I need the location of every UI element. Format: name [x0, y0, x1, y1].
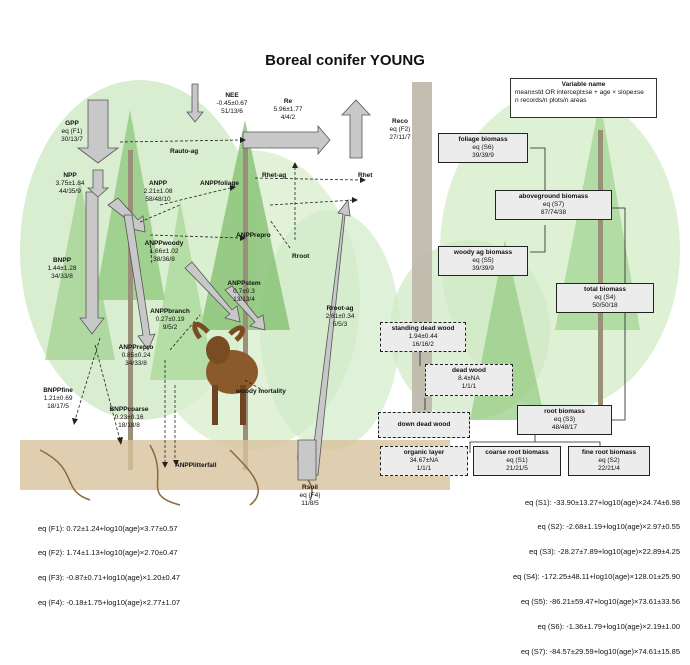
flux-anpp-branch: ANPPbranch 0.27±0.19 9/5/2 [150, 308, 190, 331]
bnpp-arrow [79, 191, 105, 335]
flux-gpp: GPP eq (F1) 30/13/7 [61, 120, 83, 143]
equations-right: eq (S1): -33.90±13.27+log10(age)×24.74±6… [513, 482, 680, 665]
equation-f1: eq (F1): 0.72±1.24+log10(age)×3.77±0.57 [38, 523, 178, 533]
gpp-arrow [76, 99, 120, 164]
pool-woody-ag-biomass: woody ag biomass eq (S5) 39/39/9 [438, 246, 528, 276]
pool-standing-dead-wood: standing dead wood 1.94±0.44 16/16/2 [380, 322, 466, 352]
legend-line-1: mean±std OR intercept±se + age × slope±s… [515, 89, 644, 96]
equation-f2: eq (F2): 1.74±1.13+log10(age)×2.70±0.47 [38, 548, 178, 558]
re-arrow [242, 124, 331, 156]
label-woody-mortality: woody mortality [236, 388, 286, 395]
flux-re: Re 5.96±1.77 4/4/2 [273, 98, 303, 121]
pool-root-biomass: root biomass eq (S3) 48/48/17 [517, 405, 612, 435]
flux-bnpp-fine: BNPPfine 1.21±0.69 18/17/5 [43, 387, 73, 410]
flux-arrows [76, 83, 371, 481]
label-anpp-repro-top: ANPPrepro [236, 232, 271, 239]
flux-bnpp: BNPP 1.44±1.28 34/33/8 [47, 257, 77, 280]
flux-anpp-woody: ANPPwoody 1.66±1.02 38/36/8 [144, 240, 184, 263]
equation-s2: eq (S2): -2.68±1.19+log10(age)×2.97±0.55 [537, 522, 681, 532]
flux-reco: Reco eq (F2) 27/11/7 [389, 118, 411, 141]
pool-aboveground-biomass: aboveground biomass eq (S7) 87/74/38 [495, 190, 612, 220]
label-rauto-ag: Rauto-ag [170, 148, 199, 155]
pool-foliage-biomass: foliage biomass eq (S6) 39/39/9 [438, 133, 528, 163]
legend-title: Variable name [561, 81, 606, 88]
npp-arrow [86, 169, 110, 198]
equations-left: eq (F1): 0.72±1.24+log10(age)×3.77±0.57 … [38, 508, 180, 616]
flux-anpp-repro: ANPPrepro 0.85±0.24 34/33/8 [118, 344, 154, 367]
legend-box: Variable name mean±std OR intercept±se +… [510, 78, 657, 118]
flux-rsoil: Rsoil eq (F4) 11/8/5 [299, 484, 321, 507]
equation-s3: eq (S3): -28.27±7.89+log10(age)×22.89±4.… [529, 547, 680, 557]
rsoil-arrow [309, 198, 351, 476]
equation-s6: eq (S6): -1.36±1.79+log10(age)×2.19±1.00 [537, 622, 681, 632]
flux-bnpp-coarse: BNPPcoarse 0.23±0.16 18/18/8 [109, 406, 149, 429]
pool-coarse-root-biomass: coarse root biomass eq (S1) 21/21/5 [473, 446, 561, 476]
legend-line-2: n records/n plots/n areas [515, 97, 587, 104]
pool-total-biomass: total biomass eq (S4) 50/50/18 [556, 283, 654, 313]
bnpp-right-arrow [123, 214, 156, 351]
nee-in-arrow [186, 83, 204, 123]
anpp-woody-arrow [184, 261, 241, 323]
illustration-canvas [20, 80, 680, 506]
rsoil-box [297, 439, 317, 481]
flux-anpp-stem: ANPPstem 0.7±0.3 13/13/4 [227, 280, 261, 303]
moose-illustration [192, 321, 258, 425]
pool-dead-wood: dead wood 8.4±NA 1/1/1 [425, 364, 513, 396]
reco-arrow [341, 99, 371, 159]
pool-down-dead-wood: down dead wood [378, 412, 470, 438]
arrow-heads [72, 137, 366, 468]
flux-nee: NEE -0.45±0.67 51/13/6 [216, 92, 248, 115]
pool-fine-root-biomass: fine root biomass eq (S2) 22/21/4 [568, 446, 650, 476]
equation-f3: eq (F3): -0.87±0.71+log10(age)×1.20±0.47 [38, 573, 181, 583]
label-rhet-ag: Rhet-ag [262, 172, 287, 179]
equation-s7: eq (S7): -84.57±29.59+log10(age)×74.61±1… [520, 646, 680, 656]
equation-f4: eq (F4): -0.18±1.75+log10(age)×2.77±1.07 [38, 598, 181, 608]
label-rhet: Rhet [358, 172, 373, 179]
flux-anpp: ANPP 2.21±1.08 58/48/10 [143, 180, 173, 203]
anpp-stem-arrow [224, 285, 266, 331]
label-anpp-litter: ANPPlitterfall [175, 462, 217, 469]
label-rroot: Rroot [292, 253, 310, 260]
flux-rroot-ag: Rroot-ag 2.61±0.34 5/5/3 [325, 305, 355, 328]
label-anpp-foliage: ANPPfoliage [200, 180, 240, 187]
page-title: Boreal conifer YOUNG [265, 52, 425, 69]
equation-s1: eq (S1): -33.90±13.27+log10(age)×24.74±6… [524, 497, 680, 507]
equation-s4: eq (S4): -172.25±48.11+log10(age)×128.01… [513, 572, 680, 582]
flux-npp: NPP 3.75±1.84 44/35/9 [55, 172, 85, 195]
dashed-arrows [74, 139, 361, 462]
pool-organic-layer: organic layer 34.67±NA 1/1/1 [380, 446, 468, 476]
forest-background [20, 80, 680, 506]
equation-s5: eq (S5): -86.21±59.47+log10(age)×73.61±3… [520, 597, 680, 607]
